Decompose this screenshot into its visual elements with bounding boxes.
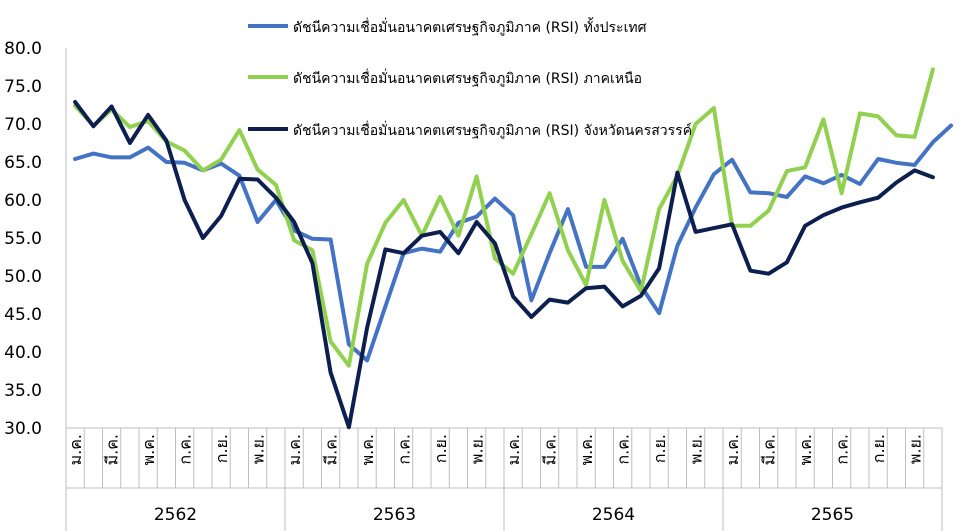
month-label: พ.ย. xyxy=(687,434,706,464)
series-lines xyxy=(73,67,954,430)
month-label: พ.ย. xyxy=(468,434,487,464)
y-tick-label: 45.0 xyxy=(4,305,42,325)
legend-label-0: ดัชนีความเชื่อมั่นอนาคตเศรษฐกิจภูมิภาค (… xyxy=(293,17,647,36)
month-label: พ.ค. xyxy=(358,434,377,465)
series-line-1 xyxy=(73,67,935,368)
month-label: ก.ค. xyxy=(614,434,633,465)
y-tick-label: 35.0 xyxy=(4,381,42,401)
month-label: ม.ค. xyxy=(66,434,85,465)
y-tick-label: 65.0 xyxy=(4,153,42,173)
legend-label-1: ดัชนีความเชื่อมั่นอนาคตเศรษฐกิจภูมิภาค (… xyxy=(293,69,642,87)
x-axis-month-labels: ม.ค. มี.ค. พ.ค. ก.ค. ก.ย. พ.ย. ม.ค. มี.ค. พ.ค. ก.… xyxy=(66,434,925,465)
series-line-0 xyxy=(73,123,954,363)
year-label: 2564 xyxy=(592,505,635,525)
month-label: ก.ย. xyxy=(431,434,450,463)
month-label: มี.ค. xyxy=(103,434,122,465)
year-label: 2565 xyxy=(811,505,854,525)
month-label: มี.ค. xyxy=(541,434,560,465)
y-tick-label: 60.0 xyxy=(4,191,42,211)
x-axis-category-lines xyxy=(65,428,943,531)
y-tick-label: 50.0 xyxy=(4,267,42,287)
series-line-2 xyxy=(73,100,935,430)
y-tick-label: 75.0 xyxy=(4,77,42,97)
year-label: 2563 xyxy=(373,505,416,525)
month-label: ม.ค. xyxy=(285,434,304,465)
month-label: ก.ย. xyxy=(212,434,231,463)
month-label: พ.ย. xyxy=(906,434,925,464)
y-tick-label: 70.0 xyxy=(4,115,42,135)
x-axis-year-labels: 2562 2563 2564 2565 xyxy=(154,505,854,525)
y-tick-label: 40.0 xyxy=(4,343,42,363)
y-tick-label: 55.0 xyxy=(4,229,42,249)
month-label: ก.ค. xyxy=(176,434,195,465)
month-label: ก.ค. xyxy=(395,434,414,465)
legend-label-2: ดัชนีความเชื่อมั่นอนาคตเศรษฐกิจภูมิภาค (… xyxy=(293,121,692,139)
y-axis-ticks: 30.0 35.0 40.0 45.0 50.0 55.0 60.0 65.0 70.0 75.0… xyxy=(4,39,42,439)
y-tick-label: 30.0 xyxy=(4,419,42,439)
month-label: ก.ย. xyxy=(869,434,888,463)
y-tick-label: 80.0 xyxy=(4,39,42,59)
month-label: มี.ค. xyxy=(322,434,341,465)
month-label: พ.ค. xyxy=(577,434,596,465)
month-label: พ.ย. xyxy=(249,434,268,464)
month-label: ม.ค. xyxy=(504,434,523,465)
year-label: 2562 xyxy=(154,505,197,525)
month-label: ก.ย. xyxy=(650,434,669,463)
month-label: ก.ค. xyxy=(833,434,852,465)
month-label: พ.ค. xyxy=(796,434,815,465)
month-label: ม.ค. xyxy=(723,434,742,465)
month-label: มี.ค. xyxy=(760,434,779,465)
month-label: พ.ค. xyxy=(139,434,158,465)
legend: ดัชนีความเชื่อมั่นอนาคตเศรษฐกิจภูมิภาค (… xyxy=(248,17,692,139)
